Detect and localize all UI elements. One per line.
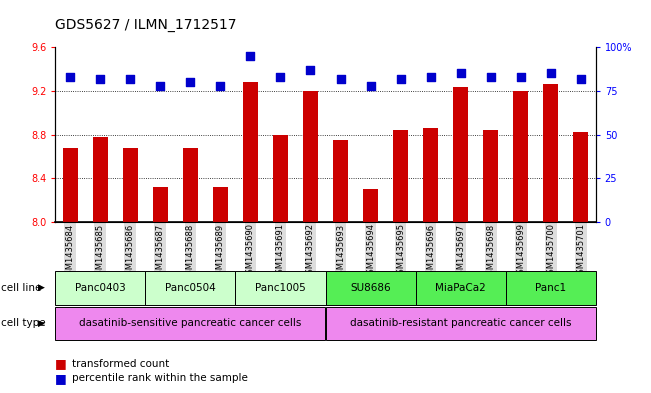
Point (186, 79, 196, 85)
Text: ■: ■ (55, 371, 67, 385)
Bar (573, 132, 588, 222)
Bar (183, 148, 198, 222)
Bar (243, 82, 258, 222)
Text: cell type: cell type (1, 318, 46, 328)
Text: dasatinib-sensitive pancreatic cancer cells: dasatinib-sensitive pancreatic cancer ce… (79, 318, 301, 328)
Text: ▶: ▶ (38, 283, 45, 292)
Point (546, 70, 556, 77)
Text: GDS5627 / ILMN_1712517: GDS5627 / ILMN_1712517 (55, 18, 237, 32)
Text: percentile rank within the sample: percentile rank within the sample (72, 373, 247, 383)
Point (245, 53, 256, 59)
Point (95, 75, 105, 82)
Text: Panc1005: Panc1005 (255, 283, 306, 293)
Text: ▶: ▶ (38, 319, 45, 328)
Bar (393, 130, 408, 222)
Bar (303, 91, 318, 222)
Point (575, 75, 586, 82)
Point (365, 83, 376, 89)
Point (125, 75, 135, 82)
Point (516, 74, 526, 80)
Bar (93, 137, 108, 222)
Point (425, 74, 436, 80)
Text: ■: ■ (55, 357, 67, 370)
Text: dasatinib-resistant pancreatic cancer cells: dasatinib-resistant pancreatic cancer ce… (350, 318, 572, 328)
Bar (333, 140, 348, 222)
Text: SU8686: SU8686 (350, 283, 391, 293)
Text: MiaPaCa2: MiaPaCa2 (436, 283, 486, 293)
Bar (153, 187, 168, 222)
Bar (63, 148, 78, 222)
Bar (483, 130, 498, 222)
Point (395, 75, 406, 82)
Text: cell line: cell line (1, 283, 42, 293)
Text: transformed count: transformed count (72, 358, 169, 369)
Bar (123, 148, 138, 222)
Bar (543, 84, 558, 222)
Text: Panc1: Panc1 (535, 283, 566, 293)
Bar (423, 128, 438, 222)
Point (486, 74, 496, 80)
Point (215, 83, 226, 89)
Point (65, 74, 76, 80)
Text: Panc0403: Panc0403 (75, 283, 126, 293)
Bar (273, 134, 288, 222)
Bar (453, 86, 468, 222)
Point (305, 67, 316, 73)
Bar (213, 187, 228, 222)
Text: Panc0504: Panc0504 (165, 283, 215, 293)
Point (155, 83, 165, 89)
Point (335, 75, 346, 82)
Bar (513, 91, 528, 222)
Point (456, 70, 466, 77)
Bar (363, 189, 378, 222)
Point (275, 74, 286, 80)
